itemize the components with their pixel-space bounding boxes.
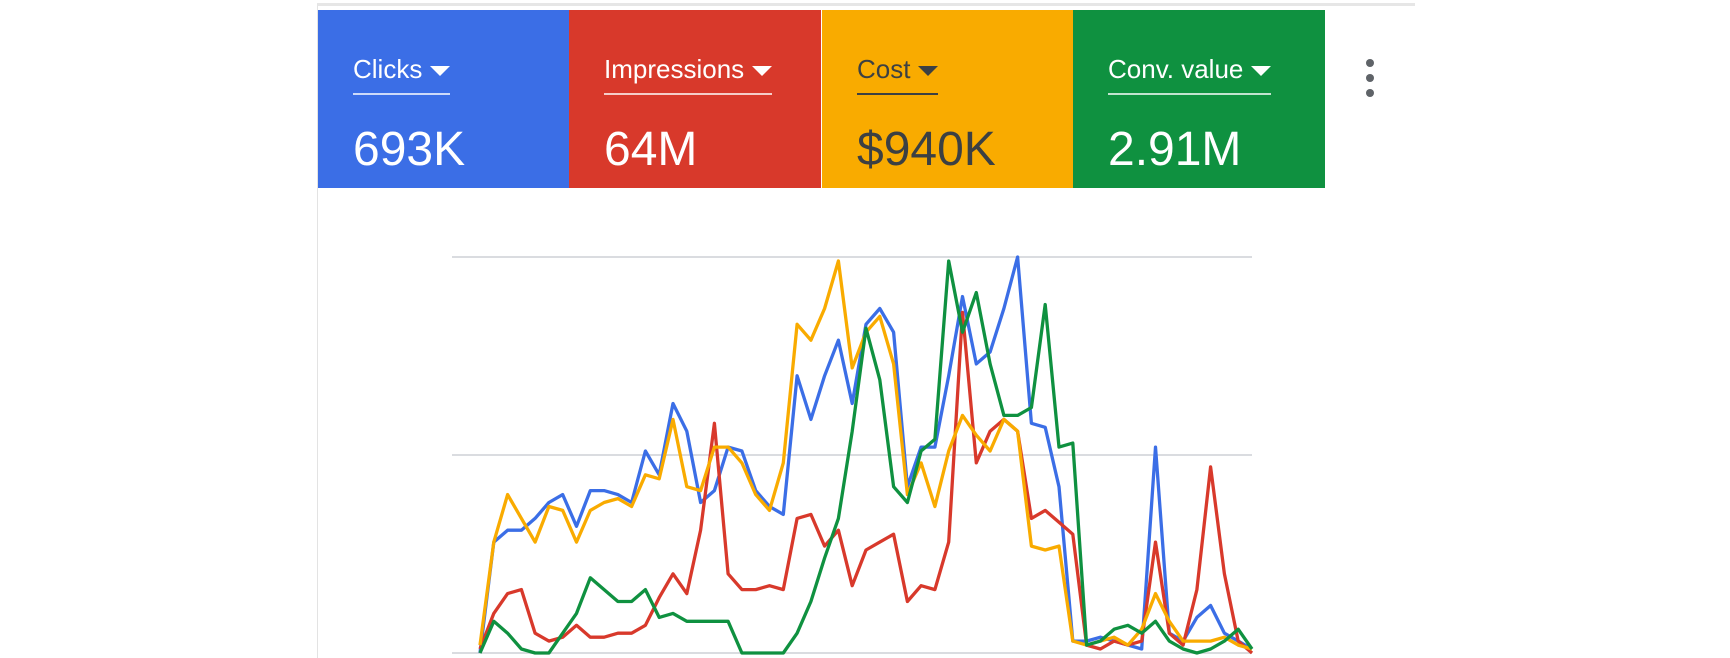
scorecard[interactable]: Clicks 693K	[318, 10, 570, 188]
metric-name: Conv. value	[1108, 54, 1244, 84]
metric-total: 64M	[604, 123, 698, 176]
metric-total: $940K	[857, 123, 996, 176]
metric-name: Clicks	[353, 54, 423, 84]
dropdown-arrow	[918, 66, 939, 77]
menu-dot[interactable]	[1366, 74, 1374, 82]
scorecard[interactable]: Cost $940K	[822, 10, 1074, 188]
dropdown-arrow	[430, 66, 451, 77]
series-line	[478, 259, 1254, 655]
metric-selector[interactable]: Cost	[857, 54, 939, 95]
menu-dot[interactable]	[1366, 89, 1374, 97]
metric-total: 2.91M	[1108, 123, 1242, 176]
metric-selector[interactable]: Clicks	[353, 54, 451, 95]
metric-total: 693K	[353, 123, 466, 176]
metric-selector[interactable]: Conv. value	[1108, 54, 1272, 95]
performance-card: Clicks 693K Impressions 64M Cost $940K Conv. v…	[317, 3, 1415, 658]
dropdown-arrow	[752, 66, 773, 77]
series-line	[478, 310, 1254, 655]
scorecard[interactable]: Conv. value 2.91M	[1073, 10, 1325, 188]
scorecard[interactable]: Impressions 64M	[569, 10, 821, 188]
dropdown-arrow	[1251, 66, 1272, 77]
menu-dot[interactable]	[1366, 59, 1374, 67]
metric-selector[interactable]: Impressions	[604, 54, 773, 95]
metric-name: Impressions	[604, 54, 745, 84]
metric-name: Cost	[857, 54, 911, 84]
